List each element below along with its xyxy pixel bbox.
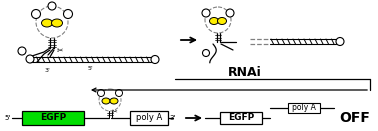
Bar [130,111,168,125]
Circle shape [18,47,26,55]
Circle shape [36,6,68,38]
Circle shape [226,9,234,17]
Circle shape [64,10,73,18]
Text: 5': 5' [88,66,93,71]
Ellipse shape [209,18,218,24]
Text: 5': 5' [5,115,11,121]
Circle shape [202,9,210,17]
Text: 3': 3' [170,115,176,121]
Text: OFF: OFF [339,111,370,125]
Text: EGFP: EGFP [40,113,66,122]
Bar [22,111,84,125]
Bar [220,112,262,124]
Text: ✂: ✂ [57,47,63,56]
Ellipse shape [217,18,226,24]
Circle shape [205,7,231,33]
Text: poly A: poly A [136,113,162,122]
Ellipse shape [51,19,62,27]
Bar [288,103,320,113]
Circle shape [98,89,104,97]
Ellipse shape [110,98,118,104]
Circle shape [203,50,209,56]
Circle shape [151,56,159,64]
Circle shape [99,89,121,111]
Text: EGFP: EGFP [228,113,254,122]
Text: RNAi: RNAi [228,66,262,78]
Text: poly A: poly A [292,103,316,113]
Circle shape [31,10,40,18]
Circle shape [26,55,34,63]
Text: 3': 3' [44,68,50,73]
Ellipse shape [42,19,53,27]
Text: ✂: ✂ [112,109,118,115]
Ellipse shape [102,98,110,104]
Circle shape [48,2,56,10]
Circle shape [116,89,122,97]
Circle shape [336,37,344,45]
